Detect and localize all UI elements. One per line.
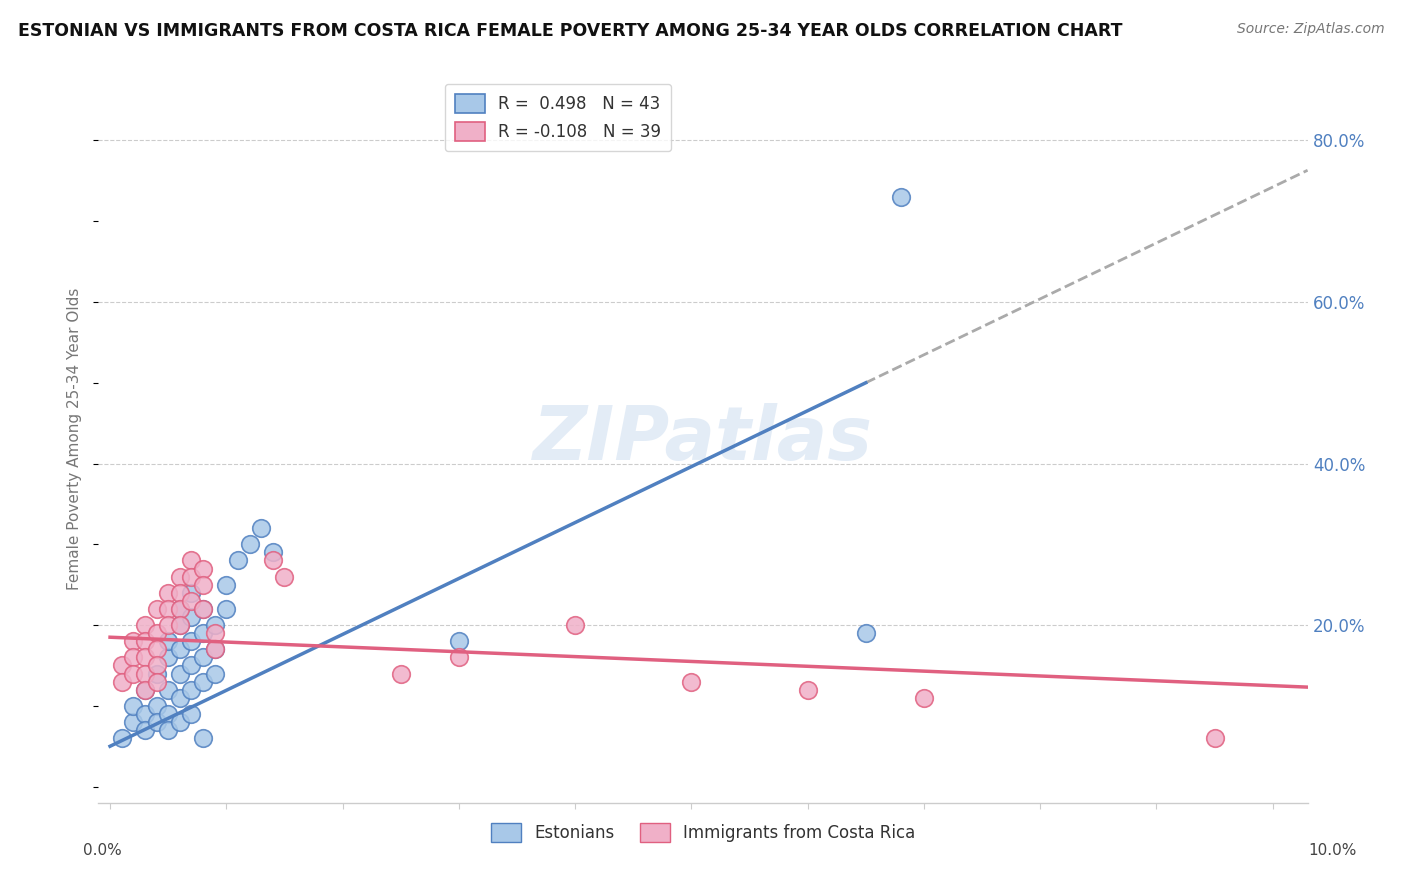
Point — [111, 674, 134, 689]
Point — [204, 666, 226, 681]
Point — [122, 666, 145, 681]
Point — [145, 658, 167, 673]
Point — [145, 666, 167, 681]
Point — [169, 602, 191, 616]
Point — [180, 569, 202, 583]
Text: 10.0%: 10.0% — [1309, 843, 1357, 857]
Point — [180, 706, 202, 721]
Point — [180, 594, 202, 608]
Point — [191, 578, 214, 592]
Point — [191, 561, 214, 575]
Point — [145, 698, 167, 713]
Point — [134, 706, 156, 721]
Point — [134, 634, 156, 648]
Point — [169, 569, 191, 583]
Point — [145, 626, 167, 640]
Point — [122, 650, 145, 665]
Point — [134, 682, 156, 697]
Point — [215, 602, 238, 616]
Point — [157, 706, 180, 721]
Point — [191, 674, 214, 689]
Point — [169, 690, 191, 705]
Point — [111, 731, 134, 746]
Point — [250, 521, 273, 535]
Point — [134, 666, 156, 681]
Point — [122, 714, 145, 729]
Point — [169, 618, 191, 632]
Point — [169, 714, 191, 729]
Point — [157, 618, 180, 632]
Point — [681, 674, 703, 689]
Y-axis label: Female Poverty Among 25-34 Year Olds: Female Poverty Among 25-34 Year Olds — [67, 288, 83, 591]
Point — [157, 602, 180, 616]
Point — [204, 642, 226, 657]
Text: ESTONIAN VS IMMIGRANTS FROM COSTA RICA FEMALE POVERTY AMONG 25-34 YEAR OLDS CORR: ESTONIAN VS IMMIGRANTS FROM COSTA RICA F… — [18, 22, 1123, 40]
Point — [226, 553, 249, 567]
Point — [191, 602, 214, 616]
Point — [157, 682, 180, 697]
Point — [169, 586, 191, 600]
Point — [890, 190, 912, 204]
Point — [855, 626, 877, 640]
Point — [447, 634, 470, 648]
Point — [447, 650, 470, 665]
Point — [564, 618, 586, 632]
Point — [191, 602, 214, 616]
Point — [134, 723, 156, 737]
Point — [262, 553, 284, 567]
Point — [796, 682, 818, 697]
Point — [157, 723, 180, 737]
Point — [157, 650, 180, 665]
Point — [157, 586, 180, 600]
Point — [169, 602, 191, 616]
Point — [262, 545, 284, 559]
Point — [111, 658, 134, 673]
Point — [1204, 731, 1226, 746]
Point — [180, 682, 202, 697]
Point — [122, 698, 145, 713]
Point — [180, 553, 202, 567]
Point — [191, 731, 214, 746]
Point — [157, 634, 180, 648]
Point — [145, 674, 167, 689]
Point — [191, 650, 214, 665]
Point — [191, 626, 214, 640]
Point — [912, 690, 935, 705]
Legend: Estonians, Immigrants from Costa Rica: Estonians, Immigrants from Costa Rica — [484, 816, 922, 849]
Point — [180, 586, 202, 600]
Point — [134, 618, 156, 632]
Point — [145, 602, 167, 616]
Point — [134, 650, 156, 665]
Point — [145, 714, 167, 729]
Point — [215, 578, 238, 592]
Point — [169, 642, 191, 657]
Point — [180, 634, 202, 648]
Text: 0.0%: 0.0% — [83, 843, 122, 857]
Point — [273, 569, 295, 583]
Point — [389, 666, 412, 681]
Point — [134, 682, 156, 697]
Point — [204, 626, 226, 640]
Point — [204, 618, 226, 632]
Text: Source: ZipAtlas.com: Source: ZipAtlas.com — [1237, 22, 1385, 37]
Point — [180, 658, 202, 673]
Point — [145, 642, 167, 657]
Point — [239, 537, 262, 551]
Text: ZIPatlas: ZIPatlas — [533, 403, 873, 475]
Point — [169, 666, 191, 681]
Point — [180, 610, 202, 624]
Point — [204, 642, 226, 657]
Point — [169, 618, 191, 632]
Point — [122, 634, 145, 648]
